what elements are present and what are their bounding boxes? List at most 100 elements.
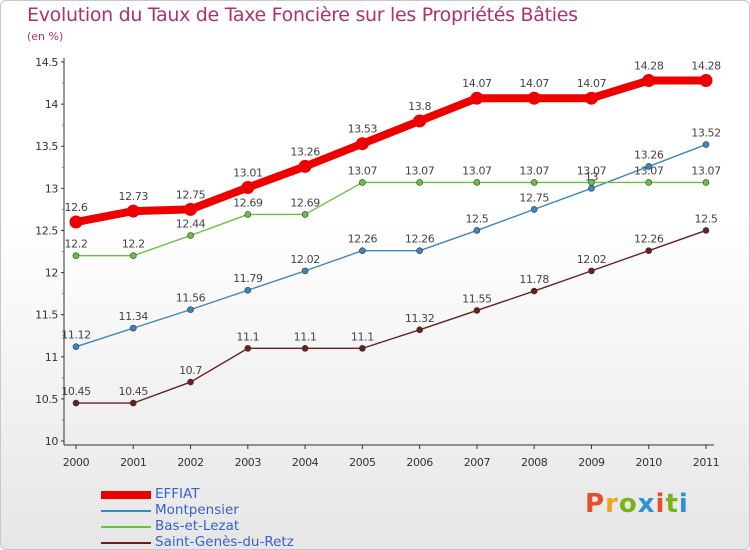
data-label: 11.12 xyxy=(61,329,91,342)
data-label: 13.53 xyxy=(348,123,378,136)
series-line-effiat xyxy=(72,76,710,227)
series-line-montpensier xyxy=(75,143,707,348)
data-point xyxy=(702,227,710,234)
y-tick-label: 13.5 xyxy=(35,140,58,153)
data-point xyxy=(244,286,252,294)
data-point xyxy=(588,267,595,275)
data-point xyxy=(702,179,710,186)
y-tick-label: 11 xyxy=(45,351,58,364)
data-label: 14.28 xyxy=(634,60,664,73)
data-point xyxy=(645,163,653,170)
data-point xyxy=(72,343,80,350)
data-label: 13.52 xyxy=(691,127,721,140)
data-label: 12.5 xyxy=(695,212,718,225)
data-label: 12.75 xyxy=(519,191,549,204)
data-point xyxy=(473,307,481,314)
data-label: 14.07 xyxy=(519,77,549,90)
data-label: 11.32 xyxy=(405,312,435,325)
data-point xyxy=(129,399,137,407)
data-label: 13.07 xyxy=(691,164,721,177)
x-tick-label: 2008 xyxy=(521,456,548,469)
data-label: 12.26 xyxy=(634,233,664,246)
data-label: 11.56 xyxy=(176,292,206,305)
x-tick-label: 2011 xyxy=(693,456,719,469)
x-tick-label: 2000 xyxy=(63,456,90,469)
data-label: 13.07 xyxy=(348,164,378,177)
data-point xyxy=(129,324,137,332)
data-point xyxy=(584,91,598,105)
data-label: 12.02 xyxy=(290,253,320,266)
data-point xyxy=(588,179,595,186)
data-point xyxy=(244,345,252,352)
data-label: 12.6 xyxy=(65,201,88,214)
x-tick-label: 2004 xyxy=(292,456,319,469)
data-point xyxy=(588,185,595,192)
y-tick-label: 10.5 xyxy=(35,393,58,406)
data-point xyxy=(416,247,423,254)
x-tick-label: 2010 xyxy=(636,456,663,469)
data-label: 11.55 xyxy=(462,292,492,305)
data-label: 12.2 xyxy=(122,238,145,251)
data-point xyxy=(473,179,481,186)
data-point xyxy=(416,326,423,334)
data-point xyxy=(72,252,80,260)
data-label: 11.34 xyxy=(119,310,149,323)
data-point xyxy=(187,306,194,313)
data-label: 12.5 xyxy=(465,212,488,225)
data-label: 13.07 xyxy=(462,164,492,177)
data-point xyxy=(416,179,423,186)
data-label: 13.01 xyxy=(233,166,263,179)
chart-title: Evolution du Taux de Taxe Foncière sur l… xyxy=(27,4,578,26)
data-point xyxy=(473,227,481,234)
data-label: 12.26 xyxy=(348,233,378,246)
data-label: 10.45 xyxy=(61,385,91,398)
data-point xyxy=(244,211,252,218)
data-label: 14.28 xyxy=(691,60,721,73)
data-point xyxy=(527,91,541,105)
data-point xyxy=(699,74,713,88)
y-tick-label: 10 xyxy=(45,435,59,448)
data-point xyxy=(470,91,484,105)
data-label: 13.26 xyxy=(290,145,320,158)
data-label: 13.07 xyxy=(634,164,664,177)
data-label: 11.78 xyxy=(519,273,549,286)
y-tick-label: 11.5 xyxy=(35,309,58,322)
data-point xyxy=(645,179,653,186)
y-tick-label: 12 xyxy=(45,267,58,280)
data-label: 13 xyxy=(585,170,599,183)
data-point xyxy=(129,252,137,260)
data-label: 13.26 xyxy=(634,148,664,161)
series-line-saint-gen-s-du-retz xyxy=(75,229,707,404)
legend-label: Bas-et-Lezat xyxy=(155,518,240,534)
x-tick-label: 2001 xyxy=(120,456,146,469)
data-point xyxy=(301,345,309,352)
data-point xyxy=(298,159,312,173)
data-label: 12.2 xyxy=(65,238,88,251)
data-label: 12.73 xyxy=(119,190,149,203)
legend-label: Saint-Genès-du-Retz xyxy=(155,534,294,550)
data-label: 11.1 xyxy=(294,330,317,343)
data-point xyxy=(359,179,366,186)
legend-swatch xyxy=(101,526,151,528)
proxiti-logo: Proxiti xyxy=(585,489,689,519)
chart-unit-label: (en %) xyxy=(27,30,64,43)
data-point xyxy=(301,211,309,218)
data-label: 13.07 xyxy=(405,164,435,177)
data-point xyxy=(126,204,140,218)
data-label: 12.75 xyxy=(176,188,206,201)
data-point xyxy=(72,399,80,407)
data-point xyxy=(359,345,366,352)
data-point xyxy=(187,232,194,239)
data-point xyxy=(301,267,309,275)
data-label: 12.26 xyxy=(405,233,435,246)
y-tick-label: 14.5 xyxy=(35,56,58,69)
data-label: 13.07 xyxy=(577,164,607,177)
legend-label: EFFIAT xyxy=(155,486,200,502)
data-label: 13.07 xyxy=(519,164,549,177)
data-point xyxy=(642,74,656,88)
x-tick-label: 2005 xyxy=(349,456,376,469)
data-label: 11.1 xyxy=(351,330,374,343)
data-point xyxy=(645,247,653,254)
data-label: 10.45 xyxy=(119,385,149,398)
